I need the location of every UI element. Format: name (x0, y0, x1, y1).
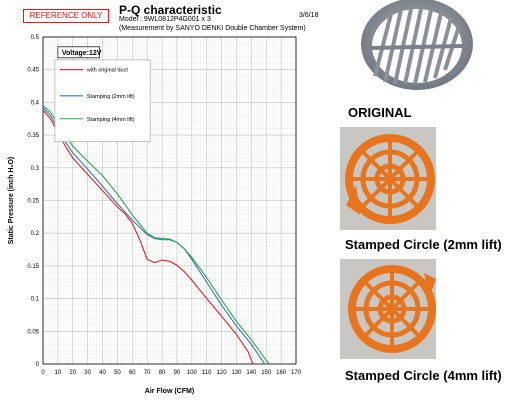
y-tick-label: 0.05 (27, 329, 39, 335)
model-line: Model : 9WL0812P4G001 x 3 (119, 16, 211, 23)
series-line-1 (42, 109, 254, 365)
chart-title: P-Q characteristic (119, 3, 222, 17)
x-tick-label: 90 (174, 370, 181, 376)
legend-label-3: Stamping (4mm lift) (87, 117, 135, 123)
x-tick-label: 160 (276, 370, 287, 376)
y-tick-label: 0.5 (31, 35, 40, 41)
x-tick-label: 140 (246, 370, 257, 376)
x-axis-label: Air Flow (CFM) (145, 388, 194, 395)
x-tick-label: 60 (129, 370, 136, 376)
y-tick-label: 0.35 (27, 133, 39, 139)
legend-box (54, 59, 151, 142)
caption-original: ORIGINAL (348, 105, 412, 120)
chart-date: 3/6/18 (299, 12, 319, 19)
x-tick-label: 170 (291, 370, 302, 376)
voltage-label: Voltage:12V (62, 50, 102, 57)
photo-original (333, 0, 529, 100)
y-tick-label: 0.45 (27, 68, 39, 74)
y-tick-label: 0.3 (31, 166, 40, 172)
y-tick-label: 0.2 (31, 231, 40, 237)
stamped-2mm-image (340, 127, 436, 230)
measurement-note: (Measurement by SANYO DENKI Double Chamb… (119, 25, 306, 32)
y-tick-label: 0.1 (31, 297, 40, 303)
y-tick-label: 0 (36, 362, 40, 368)
legend-label-2: Stamping (2mm lift) (87, 94, 135, 100)
y-tick-label: 0.15 (27, 264, 39, 270)
y-tick-label: 0.25 (27, 199, 39, 205)
photo-4mm-lift (340, 259, 436, 359)
y-tick-label: 0.4 (31, 100, 40, 106)
caption-2mm-lift: Stamped Circle (2mm lift) (345, 237, 502, 252)
x-tick-label: 100 (187, 370, 198, 376)
photo-2mm-lift (340, 127, 436, 230)
x-tick-label: 150 (261, 370, 272, 376)
x-tick-label: 80 (159, 370, 166, 376)
stamped-4mm-image (340, 259, 436, 359)
x-tick-label: 40 (99, 370, 106, 376)
plot-border (42, 36, 297, 365)
x-tick-label: 120 (217, 370, 228, 376)
reference-badge: REFERENCE ONLY (23, 9, 109, 23)
x-tick-label: 50 (114, 370, 121, 376)
pq-chart: 0 10 20 30 40 50 60 70 80 90 100 110 120 130 140 150 160… (8, 35, 302, 395)
series-line-2 (42, 107, 266, 365)
x-tick-label: 110 (202, 370, 212, 376)
voltage-box (57, 46, 100, 59)
x-tick-label: 0 (41, 370, 45, 376)
caption-4mm-lift: Stamped Circle (4mm lift) (345, 368, 502, 383)
x-tick-label: 30 (84, 370, 91, 376)
original-grille-image (361, 0, 473, 90)
y-axis-label: Static Pressure (inch H₂O) (8, 157, 15, 245)
x-tick-label: 130 (231, 370, 242, 376)
legend-label-1: with original duct (86, 68, 128, 74)
x-tick-label: 20 (69, 370, 76, 376)
x-tick-label: 70 (144, 370, 151, 376)
x-tick-label: 10 (55, 370, 62, 376)
